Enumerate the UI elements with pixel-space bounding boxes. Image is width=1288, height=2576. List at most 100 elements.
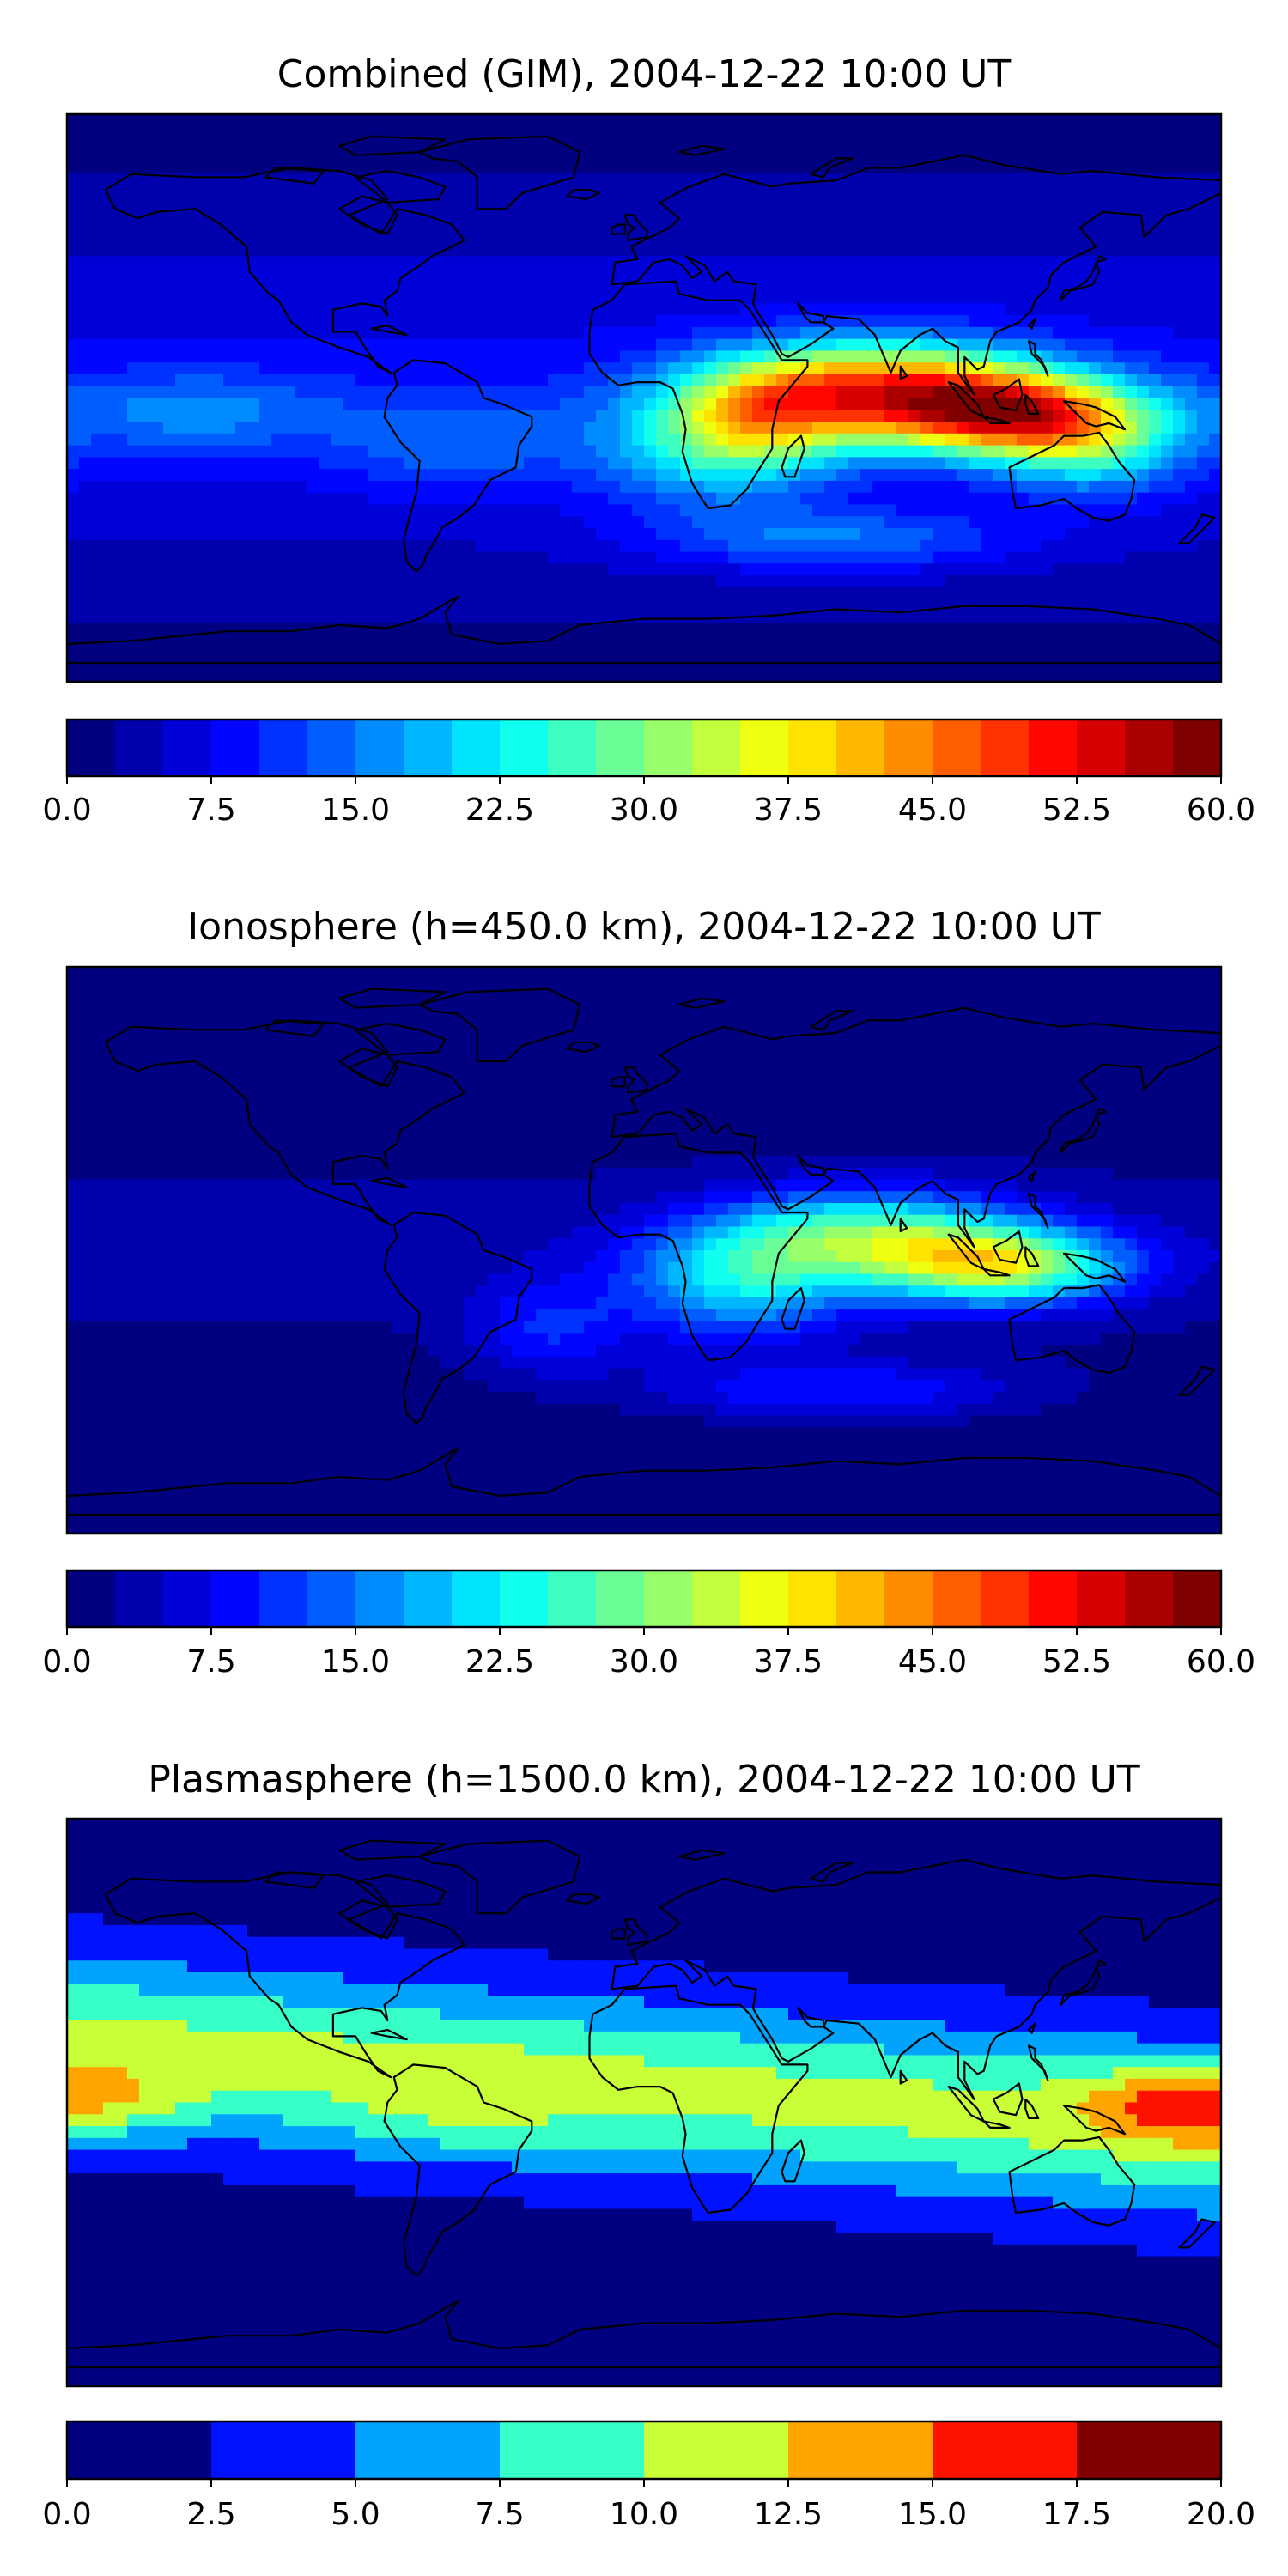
heatmap-cell (644, 527, 657, 541)
heatmap-cell (91, 670, 104, 682)
heatmap-cell (560, 504, 573, 517)
heatmap-cell (163, 527, 176, 541)
heatmap-cell (404, 315, 416, 328)
heatmap-cell (512, 303, 525, 316)
heatmap-cell (957, 114, 969, 127)
heatmap-cell (1113, 291, 1126, 304)
heatmap-cell (223, 149, 236, 162)
heatmap-cell (1113, 469, 1126, 482)
heatmap-cell (812, 410, 825, 422)
heatmap-cell (981, 326, 993, 340)
heatmap-cell (343, 114, 356, 127)
heatmap-cell (656, 978, 669, 992)
heatmap-cell (1029, 658, 1042, 671)
heatmap-cell (1173, 244, 1186, 257)
heatmap-cell (692, 445, 705, 458)
heatmap-cell (836, 563, 849, 576)
heatmap-cell (127, 598, 140, 611)
heatmap-cell (933, 338, 945, 352)
heatmap-cell (1173, 185, 1186, 197)
heatmap-cell (331, 967, 344, 980)
heatmap-cell (500, 161, 513, 174)
heatmap-cell (151, 232, 164, 246)
heatmap-cell (380, 539, 392, 553)
heatmap-cell (1029, 220, 1042, 234)
heatmap-cell (945, 410, 957, 422)
heatmap-cell (223, 990, 236, 1003)
heatmap-cell (79, 398, 92, 410)
heatmap-cell (127, 303, 140, 316)
heatmap-cell (800, 386, 813, 399)
heatmap-cell (428, 149, 440, 162)
heatmap-cell (716, 137, 729, 150)
heatmap-cell (428, 232, 440, 246)
heatmap-cell (945, 990, 957, 1003)
heatmap-cell (764, 967, 777, 980)
heatmap-cell (824, 646, 837, 659)
heatmap-cell (788, 338, 801, 352)
heatmap-cell (536, 197, 549, 210)
heatmap-cell (392, 646, 404, 659)
heatmap-cell (283, 445, 296, 458)
heatmap-cell (572, 386, 585, 399)
heatmap-cell (596, 658, 609, 671)
heatmap-cell (319, 125, 332, 139)
heatmap-cell (187, 575, 200, 588)
heatmap-cell (259, 422, 272, 434)
heatmap-cell (908, 220, 921, 234)
heatmap-cell (259, 646, 272, 659)
heatmap-cell (295, 978, 308, 992)
heatmap-cell (115, 149, 128, 162)
heatmap-cell (1041, 563, 1054, 576)
heatmap-cell (488, 457, 501, 470)
heatmap-cell (1185, 670, 1198, 682)
heatmap-cell (1149, 410, 1162, 422)
heatmap-cell (981, 386, 993, 399)
heatmap-cell (115, 598, 128, 611)
heatmap-cell (848, 492, 861, 506)
heatmap-cell (776, 197, 789, 210)
heatmap-cell (343, 586, 356, 600)
heatmap-cell (620, 410, 633, 422)
heatmap-cell (981, 422, 993, 434)
heatmap-cell (115, 527, 128, 541)
heatmap-cell (872, 362, 885, 375)
heatmap-cell (1197, 268, 1210, 281)
heatmap-cell (812, 279, 825, 293)
heatmap-cell (500, 386, 513, 399)
heatmap-cell (1161, 173, 1174, 186)
heatmap-cell (524, 480, 537, 494)
heatmap-cell (331, 492, 344, 506)
heatmap-cell (1041, 197, 1054, 210)
heatmap-cell (896, 315, 909, 328)
heatmap-cell (355, 185, 368, 197)
heatmap-cell (884, 539, 897, 553)
heatmap-cell (151, 978, 164, 992)
heatmap-cell (307, 586, 320, 600)
heatmap-cell (656, 527, 669, 541)
heatmap-cell (848, 646, 861, 659)
heatmap-cell (728, 338, 741, 352)
heatmap-cell (957, 646, 969, 659)
heatmap-cell (524, 433, 537, 447)
heatmap-cell (752, 492, 765, 506)
heatmap-cell (500, 197, 513, 210)
heatmap-cell (476, 268, 489, 281)
heatmap-cell (957, 623, 969, 635)
heatmap-cell (1209, 967, 1221, 980)
heatmap-cell (848, 125, 861, 139)
heatmap-cell (1113, 990, 1126, 1003)
heatmap-cell (716, 279, 729, 293)
heatmap-cell (187, 362, 200, 375)
heatmap-cell (500, 967, 513, 980)
heatmap-cell (1053, 480, 1066, 494)
heatmap-cell (235, 220, 248, 234)
heatmap-cell (548, 457, 561, 470)
heatmap-cell (151, 185, 164, 197)
heatmap-cell (1029, 185, 1042, 197)
heatmap-cell (343, 611, 356, 623)
heatmap-cell (1149, 445, 1162, 458)
heatmap-cell (524, 990, 537, 1003)
heatmap-cell (163, 268, 176, 281)
heatmap-cell (920, 398, 933, 410)
